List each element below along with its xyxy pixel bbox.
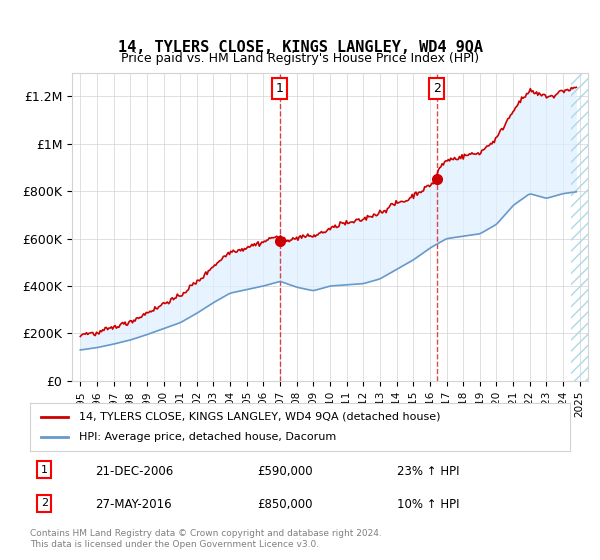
Text: 1: 1 bbox=[275, 82, 284, 95]
Text: 2: 2 bbox=[41, 498, 48, 508]
Bar bbox=[571, 73, 588, 381]
Text: 14, TYLERS CLOSE, KINGS LANGLEY, WD4 9QA: 14, TYLERS CLOSE, KINGS LANGLEY, WD4 9QA bbox=[118, 40, 482, 55]
Text: 23% ↑ HPI: 23% ↑ HPI bbox=[397, 465, 460, 478]
Text: 14, TYLERS CLOSE, KINGS LANGLEY, WD4 9QA (detached house): 14, TYLERS CLOSE, KINGS LANGLEY, WD4 9QA… bbox=[79, 412, 440, 422]
Text: 2: 2 bbox=[433, 82, 440, 95]
Text: HPI: Average price, detached house, Dacorum: HPI: Average price, detached house, Daco… bbox=[79, 432, 336, 442]
Text: 10% ↑ HPI: 10% ↑ HPI bbox=[397, 498, 460, 511]
Text: £590,000: £590,000 bbox=[257, 465, 313, 478]
Text: Price paid vs. HM Land Registry's House Price Index (HPI): Price paid vs. HM Land Registry's House … bbox=[121, 52, 479, 66]
Text: 21-DEC-2006: 21-DEC-2006 bbox=[95, 465, 173, 478]
Text: 27-MAY-2016: 27-MAY-2016 bbox=[95, 498, 172, 511]
Text: 1: 1 bbox=[41, 465, 48, 475]
Text: Contains HM Land Registry data © Crown copyright and database right 2024.
This d: Contains HM Land Registry data © Crown c… bbox=[30, 529, 382, 549]
Text: £850,000: £850,000 bbox=[257, 498, 312, 511]
Bar bbox=[571, 73, 588, 381]
